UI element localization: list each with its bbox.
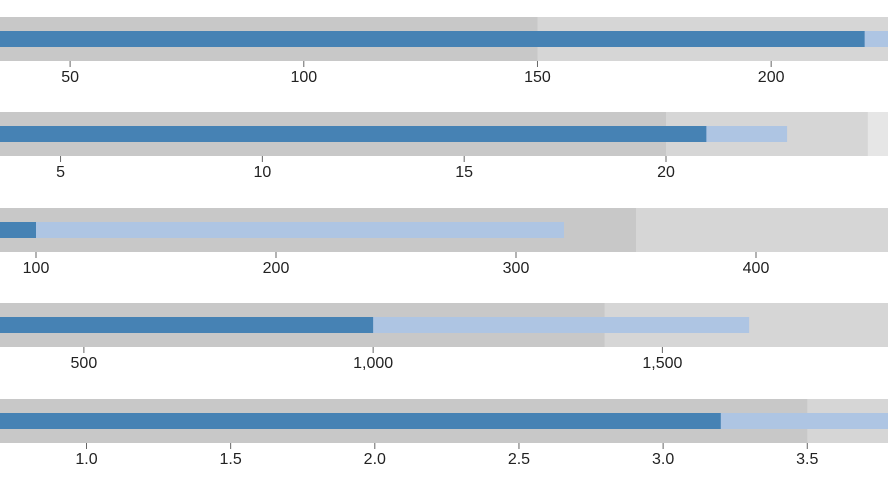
tick-label: 300 — [503, 260, 530, 277]
tick-label: 1,000 — [353, 355, 393, 372]
tick-label: 10 — [253, 164, 271, 181]
tick-label: 100 — [23, 260, 50, 277]
tick-label: 20 — [657, 164, 675, 181]
tick-label: 2.0 — [364, 451, 386, 468]
measure-actual — [0, 317, 374, 333]
tick-label: 200 — [758, 69, 785, 86]
bullet-1: 50 100 150 200 — [0, 17, 888, 86]
measure-actual — [0, 31, 865, 47]
measure-actual — [0, 126, 707, 142]
tick-label: 100 — [290, 69, 317, 86]
tick-label: 150 — [524, 69, 551, 86]
tick-label: 2.5 — [508, 451, 530, 468]
tick-label: 400 — [743, 260, 770, 277]
tick-label: 3.5 — [796, 451, 818, 468]
bullet-3: 100 200 300 400 — [0, 208, 888, 277]
tick-label: 3.0 — [652, 451, 674, 468]
tick-label: 200 — [263, 260, 290, 277]
tick-label: 1,500 — [642, 355, 682, 372]
tick-label: 50 — [61, 69, 79, 86]
tick-label: 500 — [71, 355, 98, 372]
bullet-5: 1.0 1.5 2.0 2.5 3.0 3.5 — [0, 399, 888, 468]
tick-label: 15 — [455, 164, 473, 181]
bullet-2: 5 10 15 20 — [0, 112, 888, 181]
tick-label: 1.0 — [75, 451, 97, 468]
measure-projected — [0, 222, 564, 238]
bullet-4: 500 1,000 1,500 — [0, 303, 888, 372]
tick-label: 5 — [56, 164, 65, 181]
measure-actual — [0, 222, 36, 238]
measure-actual — [0, 413, 721, 429]
tick-label: 1.5 — [220, 451, 242, 468]
